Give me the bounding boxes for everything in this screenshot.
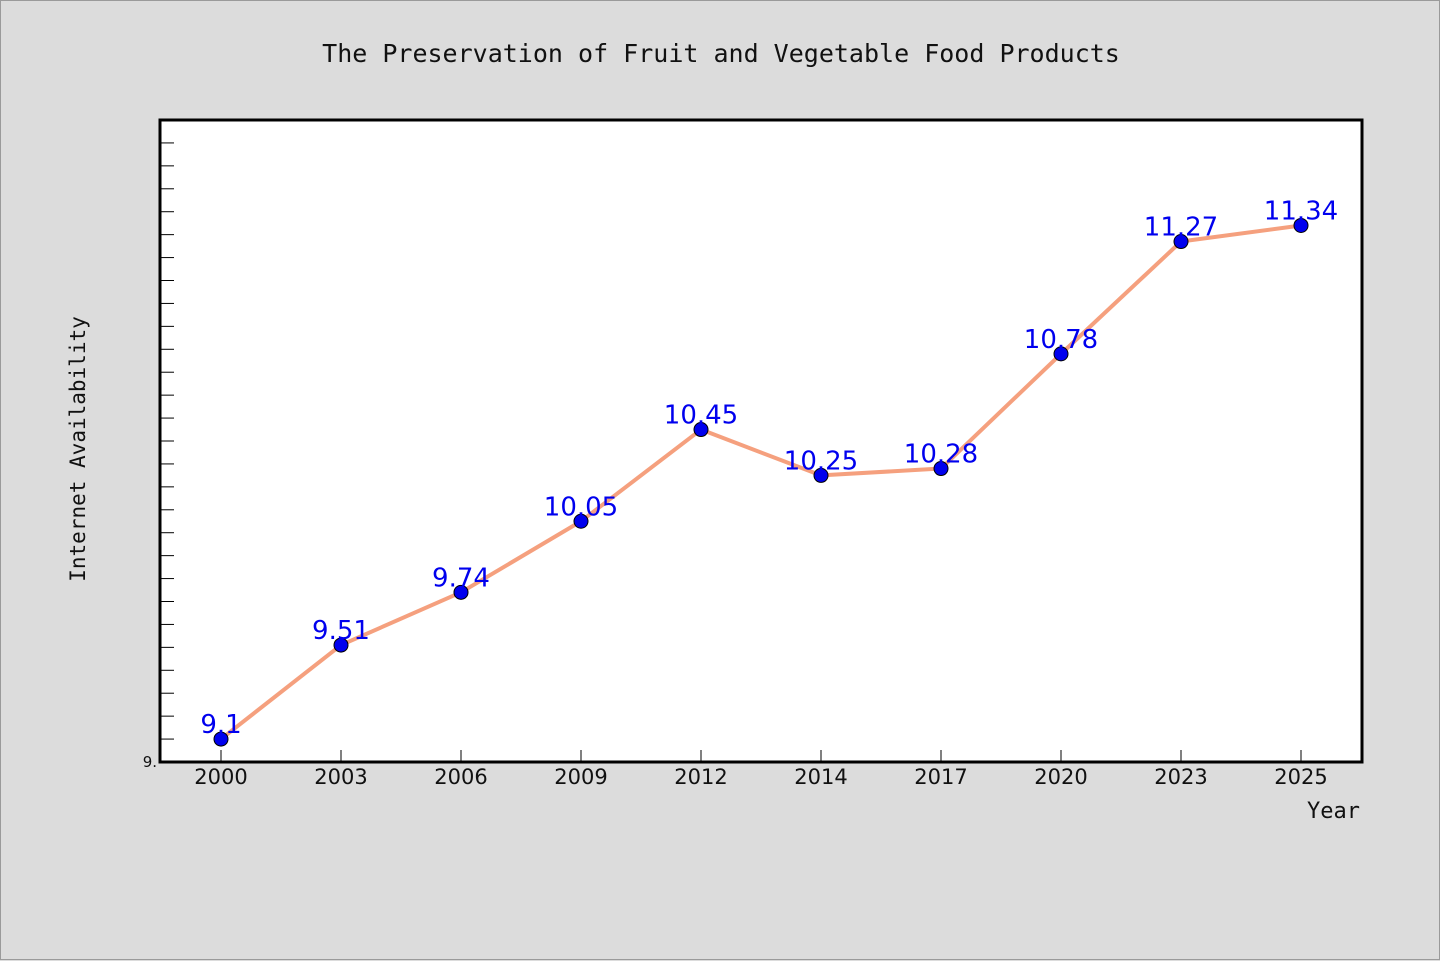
data-label: 9.51 xyxy=(312,616,370,646)
data-point xyxy=(1173,234,1189,250)
data-point xyxy=(1293,217,1309,233)
x-tick-label: 2009 xyxy=(554,765,607,789)
plot-area xyxy=(158,118,1364,764)
x-tick-label: 2000 xyxy=(194,765,247,789)
data-label: 11.34 xyxy=(1264,196,1338,226)
y-axis-ticks xyxy=(160,142,174,740)
data-point xyxy=(213,731,229,747)
data-point xyxy=(1053,346,1069,362)
data-point xyxy=(453,584,469,600)
data-point xyxy=(573,513,589,529)
data-label: 10.45 xyxy=(664,401,738,431)
x-tick-label: 2014 xyxy=(794,765,847,789)
data-point xyxy=(333,637,349,653)
data-point xyxy=(813,467,829,483)
y-axis-label: Internet Availability xyxy=(66,316,90,582)
data-point xyxy=(933,461,949,477)
x-tick-label: 2025 xyxy=(1274,765,1327,789)
data-label: 10.05 xyxy=(544,492,618,522)
data-label: 9.74 xyxy=(432,563,490,593)
series-line-group: 9.1 9.51 9.74 10.05 10.45 10.25 10.28 10.78 11.2… xyxy=(200,196,1338,747)
x-tick-label: 2012 xyxy=(674,765,727,789)
x-tick-label: 2023 xyxy=(1154,765,1207,789)
data-point xyxy=(693,422,709,438)
x-tick-label: 2003 xyxy=(314,765,367,789)
data-label: 11.27 xyxy=(1144,213,1218,243)
y-tick-label: 9. xyxy=(143,753,157,771)
data-label: 10.78 xyxy=(1024,325,1098,355)
series-line xyxy=(219,223,1302,741)
data-label: 10.25 xyxy=(784,446,858,476)
data-label: 9.1 xyxy=(200,710,241,740)
x-tick-label: 2017 xyxy=(914,765,967,789)
data-label: 10.28 xyxy=(904,440,978,470)
x-tick-label: 2020 xyxy=(1034,765,1087,789)
x-axis-label: Year xyxy=(1307,799,1360,824)
chart-title: The Preservation of Fruit and Vegetable … xyxy=(322,39,1120,68)
x-axis: 2000 2003 2006 2009 2012 2014 2017 2020 2023 2025 xyxy=(194,750,1328,789)
x-tick-label: 2006 xyxy=(434,765,487,789)
